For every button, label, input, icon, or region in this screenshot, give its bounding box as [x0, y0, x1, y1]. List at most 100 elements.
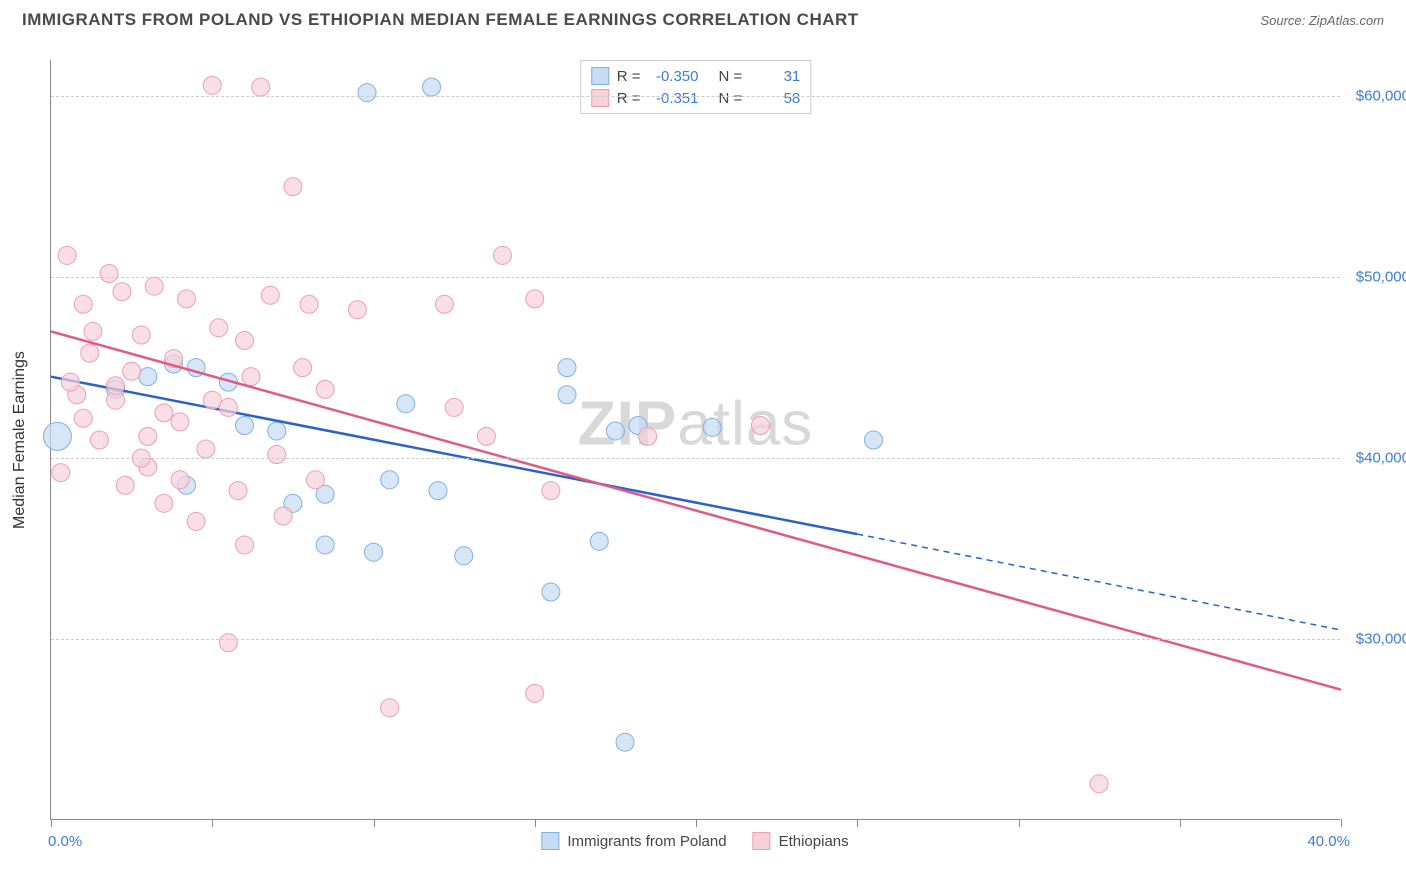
scatter-point	[423, 78, 441, 96]
scatter-point	[116, 476, 134, 494]
x-tick	[51, 819, 52, 827]
chart-header: IMMIGRANTS FROM POLAND VS ETHIOPIAN MEDI…	[0, 0, 1406, 36]
plot-svg	[51, 60, 1340, 819]
scatter-point	[455, 547, 473, 565]
scatter-point	[155, 404, 173, 422]
scatter-point	[316, 380, 334, 398]
scatter-point	[494, 246, 512, 264]
scatter-point	[358, 84, 376, 102]
legend-series: Immigrants from Poland Ethiopians	[541, 832, 848, 850]
scatter-point	[203, 76, 221, 94]
regression-line-dashed	[857, 534, 1341, 630]
scatter-point	[81, 344, 99, 362]
legend-swatch	[591, 67, 609, 85]
scatter-point	[284, 178, 302, 196]
scatter-point	[107, 377, 125, 395]
scatter-point	[187, 512, 205, 530]
scatter-point	[445, 398, 463, 416]
scatter-point	[74, 295, 92, 313]
x-tick	[374, 819, 375, 827]
scatter-point	[219, 398, 237, 416]
scatter-point	[316, 536, 334, 554]
scatter-point	[435, 295, 453, 313]
scatter-point	[58, 246, 76, 264]
legend-swatch	[753, 832, 771, 850]
chart-area: ZIPatlas R =-0.350N =31R =-0.351N =58 $3…	[50, 60, 1340, 820]
scatter-point	[616, 733, 634, 751]
scatter-point	[242, 368, 260, 386]
x-axis-max-label: 40.0%	[1307, 833, 1350, 850]
legend-n-label: N =	[719, 68, 743, 85]
legend-n-label: N =	[719, 90, 743, 107]
x-tick	[696, 819, 697, 827]
scatter-point	[236, 417, 254, 435]
legend-series-item: Ethiopians	[753, 832, 849, 850]
scatter-point	[429, 482, 447, 500]
x-tick	[212, 819, 213, 827]
scatter-point	[74, 409, 92, 427]
scatter-point	[526, 290, 544, 308]
scatter-point	[197, 440, 215, 458]
y-tick-label: $30,000	[1356, 631, 1406, 648]
legend-swatch	[541, 832, 559, 850]
scatter-point	[542, 482, 560, 500]
scatter-point	[558, 359, 576, 377]
chart-title: IMMIGRANTS FROM POLAND VS ETHIOPIAN MEDI…	[22, 10, 859, 30]
legend-series-label: Ethiopians	[779, 833, 849, 850]
scatter-point	[348, 301, 366, 319]
legend-swatch	[591, 89, 609, 107]
scatter-point	[542, 583, 560, 601]
x-tick	[1019, 819, 1020, 827]
y-tick-label: $50,000	[1356, 269, 1406, 286]
legend-stats: R = -0.350 N = 31 R = -0.351 N = 58	[580, 60, 812, 114]
scatter-point	[100, 265, 118, 283]
scatter-point	[139, 368, 157, 386]
scatter-point	[219, 634, 237, 652]
scatter-point	[526, 684, 544, 702]
scatter-point	[268, 445, 286, 463]
scatter-point	[113, 283, 131, 301]
legend-r-value: -0.351	[649, 90, 699, 107]
scatter-point	[229, 482, 247, 500]
legend-series-label: Immigrants from Poland	[567, 833, 726, 850]
scatter-point	[252, 78, 270, 96]
legend-n-value: 58	[750, 90, 800, 107]
scatter-point	[132, 326, 150, 344]
scatter-point	[203, 391, 221, 409]
scatter-point	[177, 290, 195, 308]
x-tick	[1180, 819, 1181, 827]
regression-line	[51, 331, 1341, 689]
legend-r-label: R =	[617, 90, 641, 107]
scatter-point	[123, 362, 141, 380]
scatter-point	[300, 295, 318, 313]
plot-region: ZIPatlas R =-0.350N =31R =-0.351N =58 $3…	[50, 60, 1340, 820]
scatter-point	[381, 699, 399, 717]
scatter-point	[145, 277, 163, 295]
legend-stats-row: R = -0.351 N = 58	[591, 87, 801, 109]
scatter-point	[752, 417, 770, 435]
y-tick-label: $40,000	[1356, 450, 1406, 467]
y-axis-title: Median Female Earnings	[11, 351, 29, 529]
gridline-h	[51, 458, 1340, 459]
gridline-h	[51, 639, 1340, 640]
legend-n-value: 31	[750, 68, 800, 85]
legend-r-value: -0.350	[649, 68, 699, 85]
scatter-point	[139, 427, 157, 445]
scatter-point	[43, 422, 71, 450]
x-tick	[535, 819, 536, 827]
gridline-h	[51, 277, 1340, 278]
scatter-point	[236, 536, 254, 554]
gridline-h	[51, 96, 1340, 97]
scatter-point	[606, 422, 624, 440]
scatter-point	[52, 464, 70, 482]
scatter-point	[155, 494, 173, 512]
scatter-point	[84, 322, 102, 340]
scatter-point	[381, 471, 399, 489]
chart-source: Source: ZipAtlas.com	[1260, 13, 1384, 28]
y-tick-label: $60,000	[1356, 88, 1406, 105]
scatter-point	[90, 431, 108, 449]
scatter-point	[274, 507, 292, 525]
legend-r-label: R =	[617, 68, 641, 85]
legend-series-item: Immigrants from Poland	[541, 832, 726, 850]
scatter-point	[261, 286, 279, 304]
